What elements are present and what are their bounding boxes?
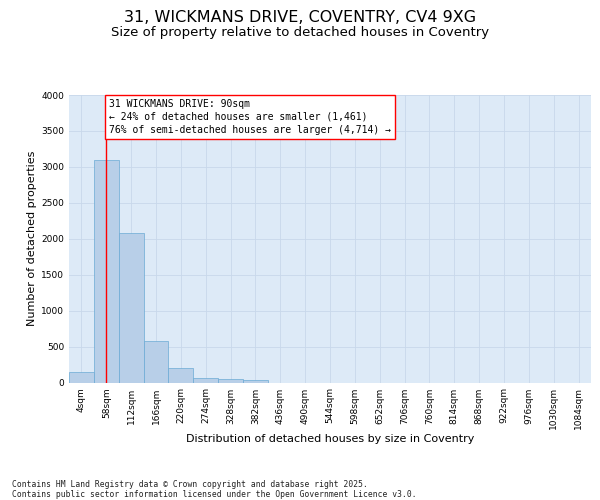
Text: 31 WICKMANS DRIVE: 90sqm
← 24% of detached houses are smaller (1,461)
76% of sem: 31 WICKMANS DRIVE: 90sqm ← 24% of detach… — [109, 98, 391, 135]
Bar — [69, 372, 94, 382]
Bar — [243, 380, 268, 382]
Text: Contains HM Land Registry data © Crown copyright and database right 2025.
Contai: Contains HM Land Registry data © Crown c… — [12, 480, 416, 499]
Bar — [169, 368, 193, 382]
Bar — [143, 341, 169, 382]
Bar — [94, 160, 119, 382]
Bar — [218, 380, 243, 382]
Text: 31, WICKMANS DRIVE, COVENTRY, CV4 9XG: 31, WICKMANS DRIVE, COVENTRY, CV4 9XG — [124, 10, 476, 25]
Bar — [193, 378, 218, 382]
Y-axis label: Number of detached properties: Number of detached properties — [27, 151, 37, 326]
X-axis label: Distribution of detached houses by size in Coventry: Distribution of detached houses by size … — [186, 434, 474, 444]
Bar — [119, 233, 143, 382]
Text: Size of property relative to detached houses in Coventry: Size of property relative to detached ho… — [111, 26, 489, 39]
